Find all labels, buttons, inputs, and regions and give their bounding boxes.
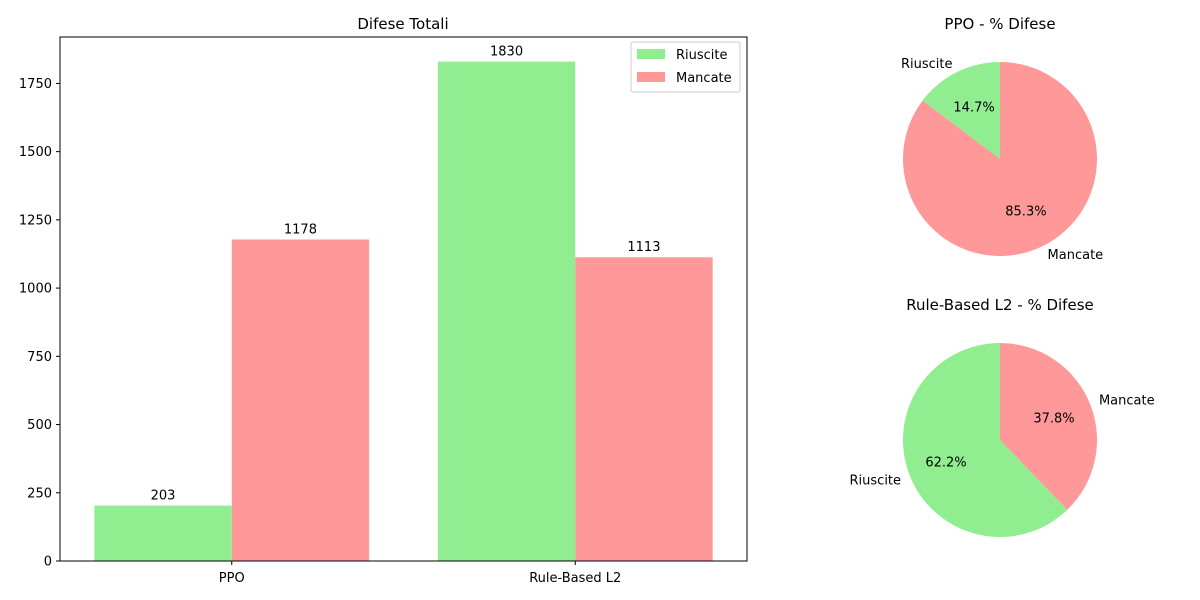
x-axis: PPO Rule-Based L2 (219, 561, 621, 586)
pie-slice-mancate (903, 62, 1097, 256)
pie-slice-riuscite (903, 343, 1068, 537)
bar-riuscite-ppo (94, 505, 232, 561)
y-tick-label: 1000 (19, 282, 52, 297)
pie-chart-ppo: PPO - % Difese 14.7% Riuscite 85.3% Mancate (901, 15, 1103, 263)
x-tick-label: Rule-Based L2 (529, 571, 621, 586)
x-tick-label: PPO (219, 571, 245, 586)
pie-name-label-riuscite: Riuscite (850, 473, 902, 488)
pie-pct-label-riuscite: 62.2% (925, 455, 966, 470)
y-tick-label: 750 (27, 350, 52, 365)
data-label-riuscite-ppo: 203 (151, 489, 176, 504)
plot-frame (59, 36, 748, 562)
pie-chart-rule-based: Rule-Based L2 - % Difese 62.2% Riuscite 37… (850, 296, 1155, 537)
pie-ppo-title: PPO - % Difese (944, 15, 1055, 33)
pie-ppo-slices: 14.7% Riuscite 85.3% Mancate (901, 57, 1103, 263)
bar-chart-title: Difese Totali (357, 15, 448, 33)
bar-mancate-rule-based-l2 (575, 257, 713, 561)
bar-riuscite-rule-based-l2 (437, 61, 576, 561)
pie-name-label-mancate: Mancate (1048, 248, 1104, 263)
pie-slice-riuscite (922, 62, 1000, 159)
y-tick-label: 1750 (19, 77, 52, 92)
legend-swatch-riuscite (637, 49, 665, 59)
pie-pct-label-mancate: 37.8% (1033, 412, 1074, 427)
bar-chart: Difese Totali 203 1830 1178 1113 0 250 500 750… (19, 15, 748, 586)
y-tick-label: 1250 (19, 213, 52, 228)
y-tick-label: 250 (27, 486, 52, 501)
data-label-mancate-rule-based-l2: 1113 (627, 240, 660, 255)
data-label-riuscite-rule-based-l2: 1830 (490, 45, 523, 60)
y-tick-label: 0 (44, 555, 52, 570)
pie-name-label-mancate: Mancate (1099, 394, 1155, 409)
pie-pct-label-mancate: 85.3% (1005, 205, 1046, 220)
bar-mancate-ppo (231, 239, 370, 562)
legend-swatch-mancate (637, 72, 665, 82)
y-axis: 0 250 500 750 1000 1250 1500 1750 (19, 77, 60, 570)
bar-marks: 203 1830 1178 1113 (94, 45, 713, 562)
y-tick-label: 500 (27, 418, 52, 433)
data-label-mancate-ppo: 1178 (284, 223, 317, 238)
pie-rule-based-title: Rule-Based L2 - % Difese (906, 296, 1094, 314)
pie-slice-mancate (1000, 343, 1097, 510)
pie-pct-label-riuscite: 14.7% (953, 100, 994, 115)
pie-name-label-riuscite: Riuscite (901, 57, 953, 72)
pie-rule-based-slices: 62.2% Riuscite 37.8% Mancate (850, 343, 1155, 537)
y-tick-label: 1500 (19, 145, 52, 160)
legend: Riuscite Mancate (630, 41, 741, 93)
legend-label-riuscite: Riuscite (676, 48, 728, 63)
legend-label-mancate: Mancate (676, 71, 732, 86)
